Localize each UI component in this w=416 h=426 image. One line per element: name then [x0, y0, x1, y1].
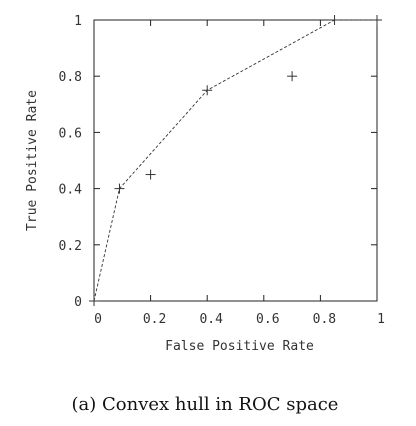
- plot-area: 0 0.2 0.4 0.6 0.8 1 0 0.2 0.4 0.6 0.8 1: [59, 14, 385, 327]
- data-point: [329, 15, 340, 25]
- y-tick-label: 0.2: [59, 239, 82, 254]
- y-tick-label: 1: [74, 14, 82, 29]
- x-tick-label: 0.4: [199, 312, 223, 327]
- data-point: [145, 169, 156, 180]
- plot-frame: [93, 19, 378, 302]
- y-tick-label: 0.4: [59, 183, 83, 198]
- x-tick-label: 0.2: [143, 312, 166, 327]
- x-tick-label: 0.8: [313, 312, 336, 327]
- convex-hull-line: [93, 19, 377, 302]
- data-point: [89, 296, 99, 306]
- data-point: [372, 15, 382, 25]
- y-tick-label: 0.8: [59, 70, 82, 85]
- data-point: [114, 183, 125, 194]
- y-tick-label: 0.6: [59, 126, 82, 141]
- x-tick-label: 1: [377, 312, 385, 327]
- y-axis-label: True Positive Rate: [25, 90, 40, 231]
- x-tick-label: 0: [94, 312, 102, 327]
- x-axis-label: False Positive Rate: [165, 339, 314, 354]
- x-tick-label: 0.6: [256, 312, 279, 327]
- figure-caption: (a) Convex hull in ROC space: [72, 394, 339, 415]
- y-tick-label: 0: [74, 295, 82, 310]
- data-point: [202, 85, 213, 96]
- data-point: [287, 71, 298, 82]
